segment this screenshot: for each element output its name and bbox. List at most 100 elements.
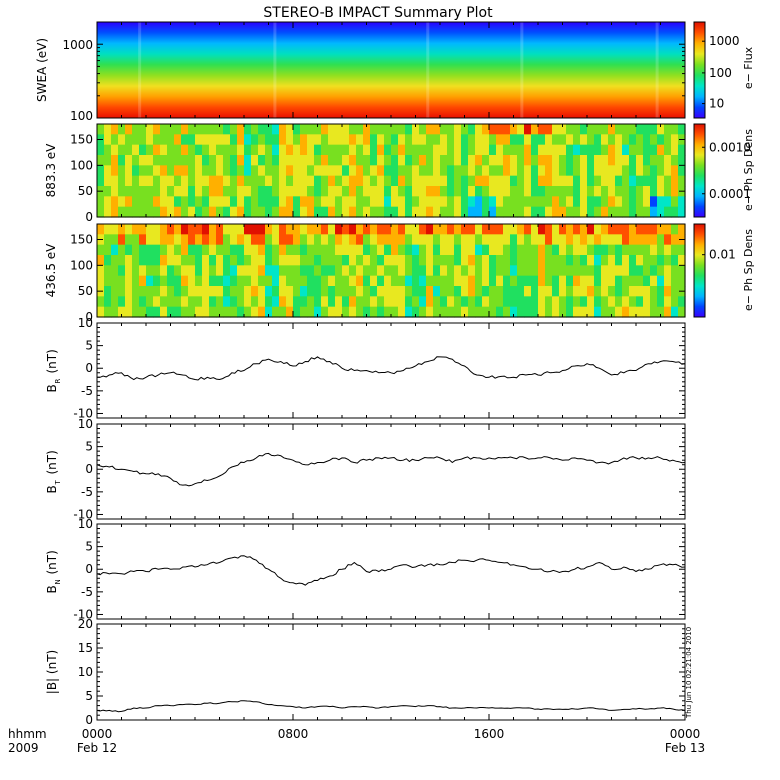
pad1-cell [321, 196, 329, 208]
pad1-cell [587, 134, 595, 146]
pad1-cell [622, 206, 630, 218]
pad2-cell [580, 265, 588, 277]
pad2-cell [636, 275, 644, 287]
pad2-cell [426, 265, 434, 277]
pad1-cell [111, 134, 119, 146]
pad2-cell [97, 255, 105, 266]
pad1-cell [643, 196, 651, 208]
pad2-cell [622, 265, 630, 277]
pad2-cell [580, 224, 588, 235]
pad2-cell [118, 234, 126, 246]
pad2-cell [412, 224, 420, 235]
pad2-cell [265, 224, 273, 235]
bmag-ytick-label: 0 [85, 713, 93, 727]
pad2-cell [202, 224, 210, 235]
pad2-cell [573, 224, 581, 235]
pad2-cell [664, 306, 672, 318]
pad2-cell [188, 234, 196, 246]
pad1-cell [139, 206, 147, 218]
pad2-cell [328, 234, 336, 246]
pad2-cell [489, 234, 497, 246]
pad2-cell [671, 286, 679, 297]
pad2-cell [468, 306, 476, 318]
colorbar-label-pad2: e− Ph Sp Dens [742, 229, 755, 311]
pad1-cell [258, 124, 266, 135]
pad2-cell [335, 265, 343, 277]
pad2-cell [251, 255, 259, 266]
pad2-cell [398, 255, 406, 266]
pad1-cell [601, 206, 609, 218]
pad2-ytick-label: 0 [85, 310, 93, 324]
pad2-cell [489, 306, 497, 318]
pad1-cell [496, 206, 504, 218]
pad2-cell [146, 286, 154, 297]
pad2-cell [622, 296, 630, 308]
pad1-cell [538, 186, 546, 197]
pad1-cell [272, 124, 280, 135]
pad1-cell [447, 155, 455, 166]
pad2-cell [384, 234, 392, 246]
pad2-cell [139, 306, 147, 318]
pad2-cell [314, 275, 322, 287]
pad2-cell [671, 275, 679, 287]
pad1-cell [202, 155, 210, 166]
pad1-cell [608, 196, 616, 208]
pad1-cell [531, 165, 539, 177]
pad1-cell [580, 144, 588, 156]
pad1-cell [258, 165, 266, 177]
pad1-cell [272, 134, 280, 146]
br-ytick-label: 10 [78, 316, 93, 330]
pad2-cell [531, 286, 539, 297]
pad2-cell [629, 255, 637, 266]
pad1-cell [195, 165, 203, 177]
pad1-cell [419, 206, 427, 218]
pad2-cell [349, 296, 357, 308]
pad2-cell [447, 286, 455, 297]
pad1-cell [489, 144, 497, 156]
pad1-cell [615, 206, 623, 218]
colorbar-tick-label-swea: 1000 [709, 34, 740, 48]
pad1-cell [643, 165, 651, 177]
pad2-cell [104, 306, 112, 318]
x-axis-label-line1: hhmm [8, 727, 47, 741]
pad2-cell [286, 296, 294, 308]
pad2-cell [643, 244, 651, 256]
pad2-cell [118, 275, 126, 287]
pad2-cell [356, 255, 364, 266]
pad2-cell [349, 255, 357, 266]
pad2-cell [279, 244, 287, 256]
pad2-cell [321, 255, 329, 266]
pad1-cell [202, 206, 210, 218]
pad1-cell [118, 196, 126, 208]
pad2-cell [587, 234, 595, 246]
pad1-cell [188, 144, 196, 156]
pad1-cell [237, 186, 245, 197]
pad2-cell [356, 296, 364, 308]
pad1-cell [587, 206, 595, 218]
pad1-cell [594, 196, 602, 208]
pad2-cell [622, 275, 630, 287]
pad1-cell [160, 186, 168, 197]
pad1-cell [146, 124, 154, 135]
pad2-cell [356, 286, 364, 297]
pad1-cell [237, 124, 245, 135]
pad1-cell [426, 175, 434, 187]
pad2-cell [272, 224, 280, 235]
pad2-cell [412, 234, 420, 246]
pad1-cell [328, 134, 336, 146]
pad1-cell [566, 124, 574, 135]
pad2-cell [314, 244, 322, 256]
pad1-cell [335, 175, 343, 187]
pad1-cell [405, 124, 413, 135]
pad1-cell [146, 175, 154, 187]
pad1-cell [601, 144, 609, 156]
pad1-cell [461, 155, 469, 166]
pad1-cell [279, 134, 287, 146]
pad1-cell [174, 165, 182, 177]
pad1-cell [454, 124, 462, 135]
pad2-cell [566, 265, 574, 277]
pad1-cell [608, 165, 616, 177]
pad1-cell [559, 124, 567, 135]
pad2-cell [650, 296, 658, 308]
pad2-cell [573, 275, 581, 287]
